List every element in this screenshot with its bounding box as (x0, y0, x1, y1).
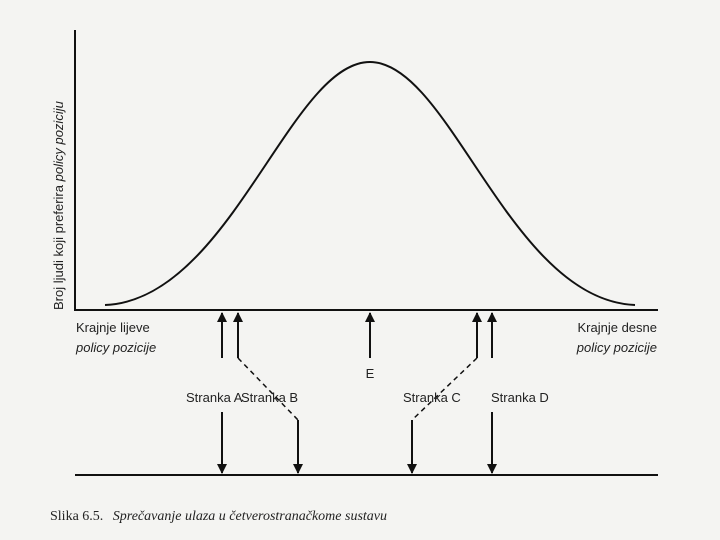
left-end-label: Krajnje lijeve (76, 320, 150, 335)
caption-number: Slika 6.5. (50, 509, 103, 524)
y-axis-label-text: Broj ljudi koji preferira (51, 184, 66, 310)
y-axis-label: Broj ljudi koji preferira policy pozicij… (51, 101, 66, 310)
party-label: Stranka C (403, 390, 461, 405)
dashed-link (411, 357, 478, 421)
caption-title: Sprečavanje ulaza u četverostranačkome s… (113, 509, 387, 524)
right-end-label: Krajnje desne (578, 320, 658, 335)
party-label: Stranka B (241, 390, 298, 405)
distribution-curve (104, 60, 636, 306)
y-axis-label-italic: policy poziciju (51, 101, 66, 182)
left-end-italic: policy pozicije (75, 340, 156, 355)
right-end-italic: policy pozicije (576, 340, 657, 355)
caption: Slika 6.5. Sprečavanje ulaza u četverost… (50, 509, 387, 524)
party-label: Stranka D (491, 390, 549, 405)
party-label: Stranka A (186, 390, 243, 405)
median-label: E (366, 366, 375, 381)
